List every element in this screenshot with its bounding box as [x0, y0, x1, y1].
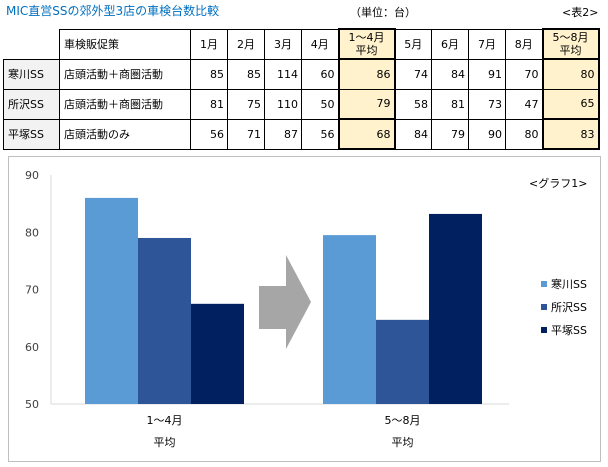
bar-0-0 — [85, 197, 138, 404]
row-value-m3: 87 — [264, 118, 302, 150]
y-tick-label: 80 — [25, 226, 39, 239]
y-tick-label: 90 — [25, 169, 39, 182]
header-month-4: 4月 — [301, 28, 339, 60]
row-value-m4: 50 — [301, 88, 339, 120]
row-value-m5: 58 — [394, 88, 432, 120]
bar-2-1 — [429, 213, 482, 404]
row-average-jan-apr: 86 — [337, 58, 396, 90]
bar-1-1 — [376, 319, 429, 404]
row-store-name: 平塚SS — [3, 118, 60, 150]
header-average-may-aug: 5～8月 平均 — [541, 28, 600, 60]
row-value-m2: 71 — [227, 118, 265, 150]
table-row: 平塚SS 店頭活動のみ 56 71 87 56 68 84 79 90 80 8… — [3, 118, 600, 150]
header-average-jan-apr-line2: 平均 — [355, 44, 378, 57]
header-month-6: 6月 — [431, 28, 469, 60]
row-value-m8: 70 — [505, 58, 543, 90]
y-tick-label: 60 — [25, 341, 39, 354]
row-value-m3: 110 — [264, 88, 302, 120]
header-average-may-aug-line1: 5～8月 — [552, 31, 589, 44]
header-promotion: 車検販促策 — [59, 28, 191, 60]
header-average-jan-apr: 1～4月 平均 — [337, 28, 396, 60]
legend-swatch — [541, 327, 547, 333]
legend-swatch — [541, 304, 547, 310]
header-month-2: 2月 — [227, 28, 265, 60]
y-tick-label: 50 — [25, 398, 39, 411]
legend-label: 平塚SS — [551, 324, 587, 337]
header-month-5: 5月 — [394, 28, 432, 60]
row-value-m1: 56 — [190, 118, 228, 150]
bar-2-0 — [191, 303, 244, 404]
header-average-may-aug-line2: 平均 — [559, 44, 582, 57]
legend-swatch — [541, 281, 547, 287]
row-value-m5: 74 — [394, 58, 432, 90]
legend-label: 寒川SS — [551, 277, 587, 291]
row-value-m1: 81 — [190, 88, 228, 120]
row-value-m7: 73 — [468, 88, 506, 120]
row-average-may-aug: 80 — [541, 58, 600, 90]
header-month-7: 7月 — [468, 28, 506, 60]
row-average-may-aug: 83 — [541, 118, 600, 150]
row-store-name: 寒川SS — [3, 58, 60, 90]
row-value-m8: 80 — [505, 118, 543, 150]
table-header-row: 車検販促策 1月 2月 3月 4月 1～4月 平均 5月 6月 7月 8月 5～… — [3, 28, 600, 60]
x-category-label-line1: 5～8月 — [385, 414, 421, 427]
row-value-m7: 90 — [468, 118, 506, 150]
header-average-jan-apr-line1: 1～4月 — [348, 31, 385, 44]
row-value-m8: 47 — [505, 88, 543, 120]
x-category-label-line2: 平均 — [154, 436, 176, 449]
header-month-8: 8月 — [505, 28, 543, 60]
row-value-m6: 79 — [431, 118, 469, 150]
bar-1-0 — [138, 237, 191, 404]
row-value-m7: 91 — [468, 58, 506, 90]
chart-note: <グラフ1> — [529, 177, 588, 190]
row-value-m2: 85 — [227, 58, 265, 90]
table-row: 寒川SS 店頭活動＋商圏活動 85 85 114 60 86 74 84 91 … — [3, 58, 600, 90]
row-average-jan-apr: 68 — [337, 118, 396, 150]
header-month-3: 3月 — [264, 28, 302, 60]
page-title: MIC直営SSの郊外型3店の車検台数比較 — [6, 4, 220, 18]
header-month-1: 1月 — [190, 28, 228, 60]
table-row: 所沢SS 店頭活動＋商圏活動 81 75 110 50 79 58 81 73 … — [3, 88, 600, 120]
x-category-label-line1: 1～4月 — [147, 414, 183, 427]
row-promotion: 店頭活動＋商圏活動 — [59, 58, 191, 90]
row-value-m2: 75 — [227, 88, 265, 120]
row-value-m4: 56 — [301, 118, 339, 150]
row-value-m6: 81 — [431, 88, 469, 120]
x-category-label-line2: 平均 — [392, 436, 414, 449]
row-value-m3: 114 — [264, 58, 302, 90]
table-corner-cell — [3, 29, 60, 60]
table-reference: <表2> — [562, 6, 599, 19]
sales-table: 車検販促策 1月 2月 3月 4月 1～4月 平均 5月 6月 7月 8月 5～… — [3, 28, 600, 150]
row-average-may-aug: 65 — [541, 88, 600, 120]
unit-label: （単位：台） — [350, 6, 416, 19]
row-average-jan-apr: 79 — [337, 88, 396, 120]
row-value-m6: 84 — [431, 58, 469, 90]
row-store-name: 所沢SS — [3, 88, 60, 120]
row-value-m4: 60 — [301, 58, 339, 90]
legend-label: 所沢SS — [551, 300, 587, 314]
arrow-right-icon — [259, 255, 311, 349]
bar-0-1 — [323, 235, 376, 404]
chart-panel: 50 60 70 80 90 1～4月平均 5～8月平均 寒川SS 所沢SS 平塚SS <グラフ1… — [8, 156, 601, 462]
row-promotion: 店頭活動＋商圏活動 — [59, 88, 191, 120]
row-value-m5: 84 — [394, 118, 432, 150]
y-tick-label: 70 — [25, 284, 39, 297]
row-value-m1: 85 — [190, 58, 228, 90]
row-promotion: 店頭活動のみ — [59, 118, 191, 150]
